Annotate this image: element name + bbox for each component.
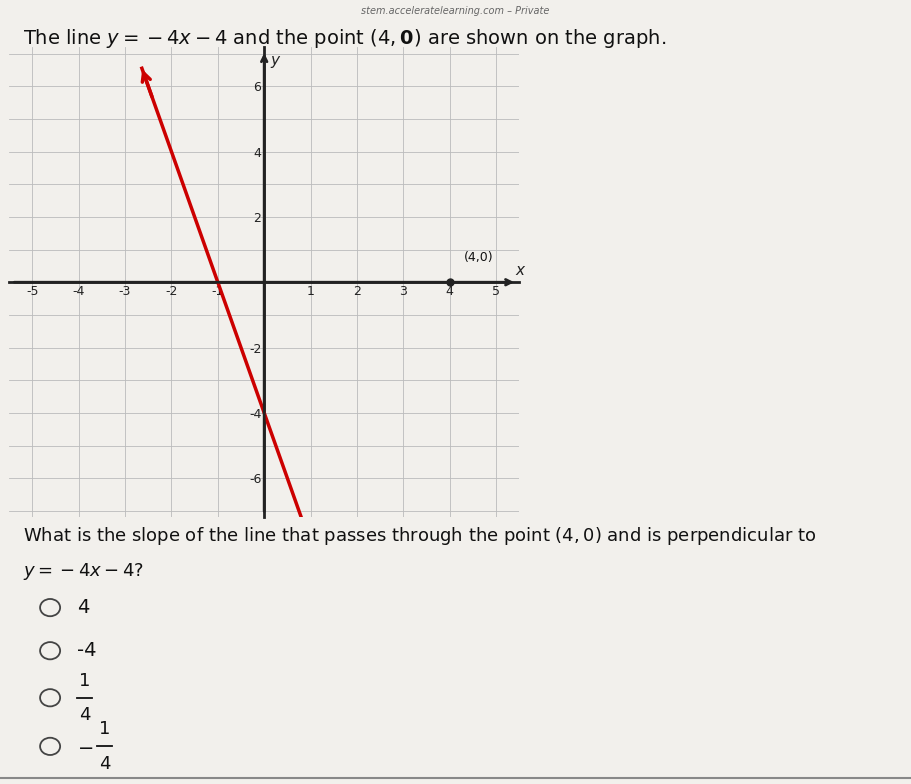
- Text: 1: 1: [79, 672, 90, 689]
- Text: 4: 4: [77, 598, 90, 617]
- Text: $y = -4x - 4$?: $y = -4x - 4$?: [23, 561, 144, 582]
- Text: (4,0): (4,0): [464, 252, 493, 264]
- Text: The line $y = -4x - 4$ and the point $(4,\mathbf{0})$ are shown on the graph.: The line $y = -4x - 4$ and the point $(4…: [23, 27, 666, 50]
- Text: 1: 1: [99, 720, 110, 738]
- Text: 4: 4: [79, 706, 90, 724]
- Text: stem.acceleratelearning.com – Private: stem.acceleratelearning.com – Private: [362, 6, 549, 16]
- Text: $x$: $x$: [515, 263, 527, 278]
- Text: -4: -4: [77, 641, 97, 660]
- Text: $-$: $-$: [77, 737, 94, 756]
- Text: 4: 4: [99, 755, 110, 772]
- Text: $y$: $y$: [270, 53, 281, 70]
- Text: What is the slope of the line that passes through the point $(4, 0)$ and is perp: What is the slope of the line that passe…: [23, 525, 816, 547]
